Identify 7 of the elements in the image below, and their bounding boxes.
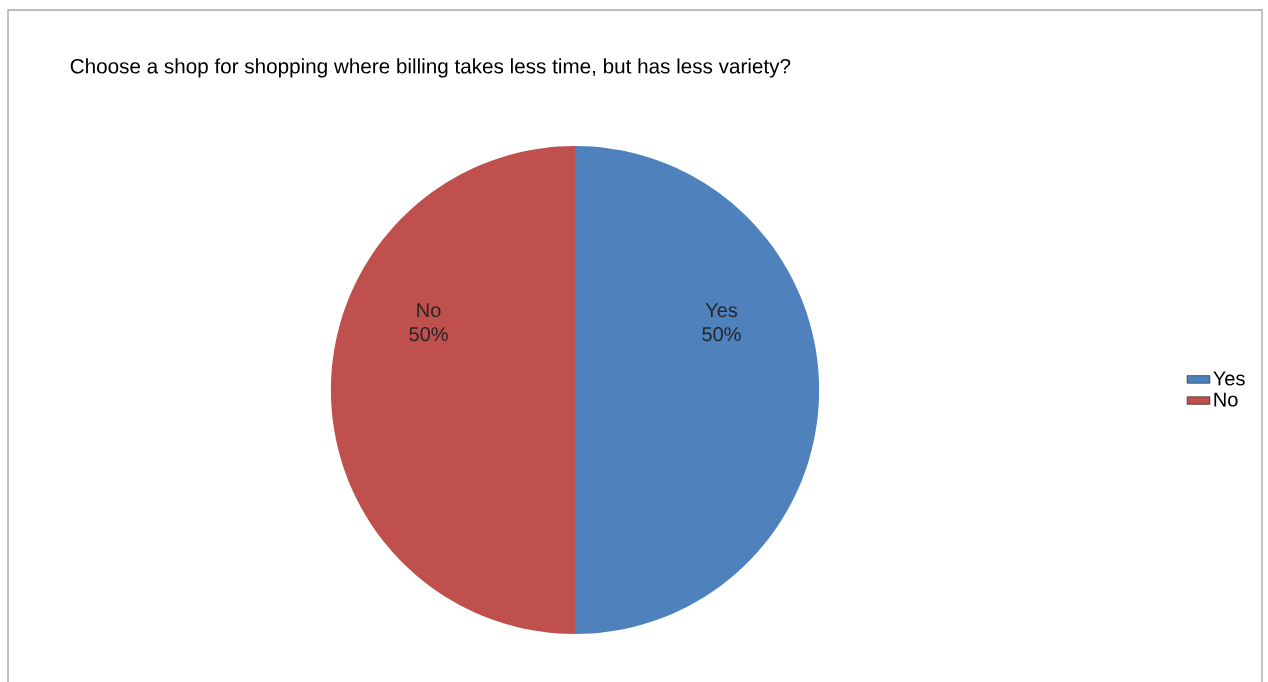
slice-label: No	[417, 303, 441, 318]
legend-label: No	[1214, 392, 1238, 407]
data-label: 50%	[409, 327, 448, 342]
chart-title: Choose a shop for shopping where billing takes less time, but has less variety?	[70, 58, 791, 78]
data-label: 50%	[702, 327, 741, 342]
slice-label: Yes	[705, 303, 738, 318]
legend-label: Yes	[1213, 371, 1245, 386]
